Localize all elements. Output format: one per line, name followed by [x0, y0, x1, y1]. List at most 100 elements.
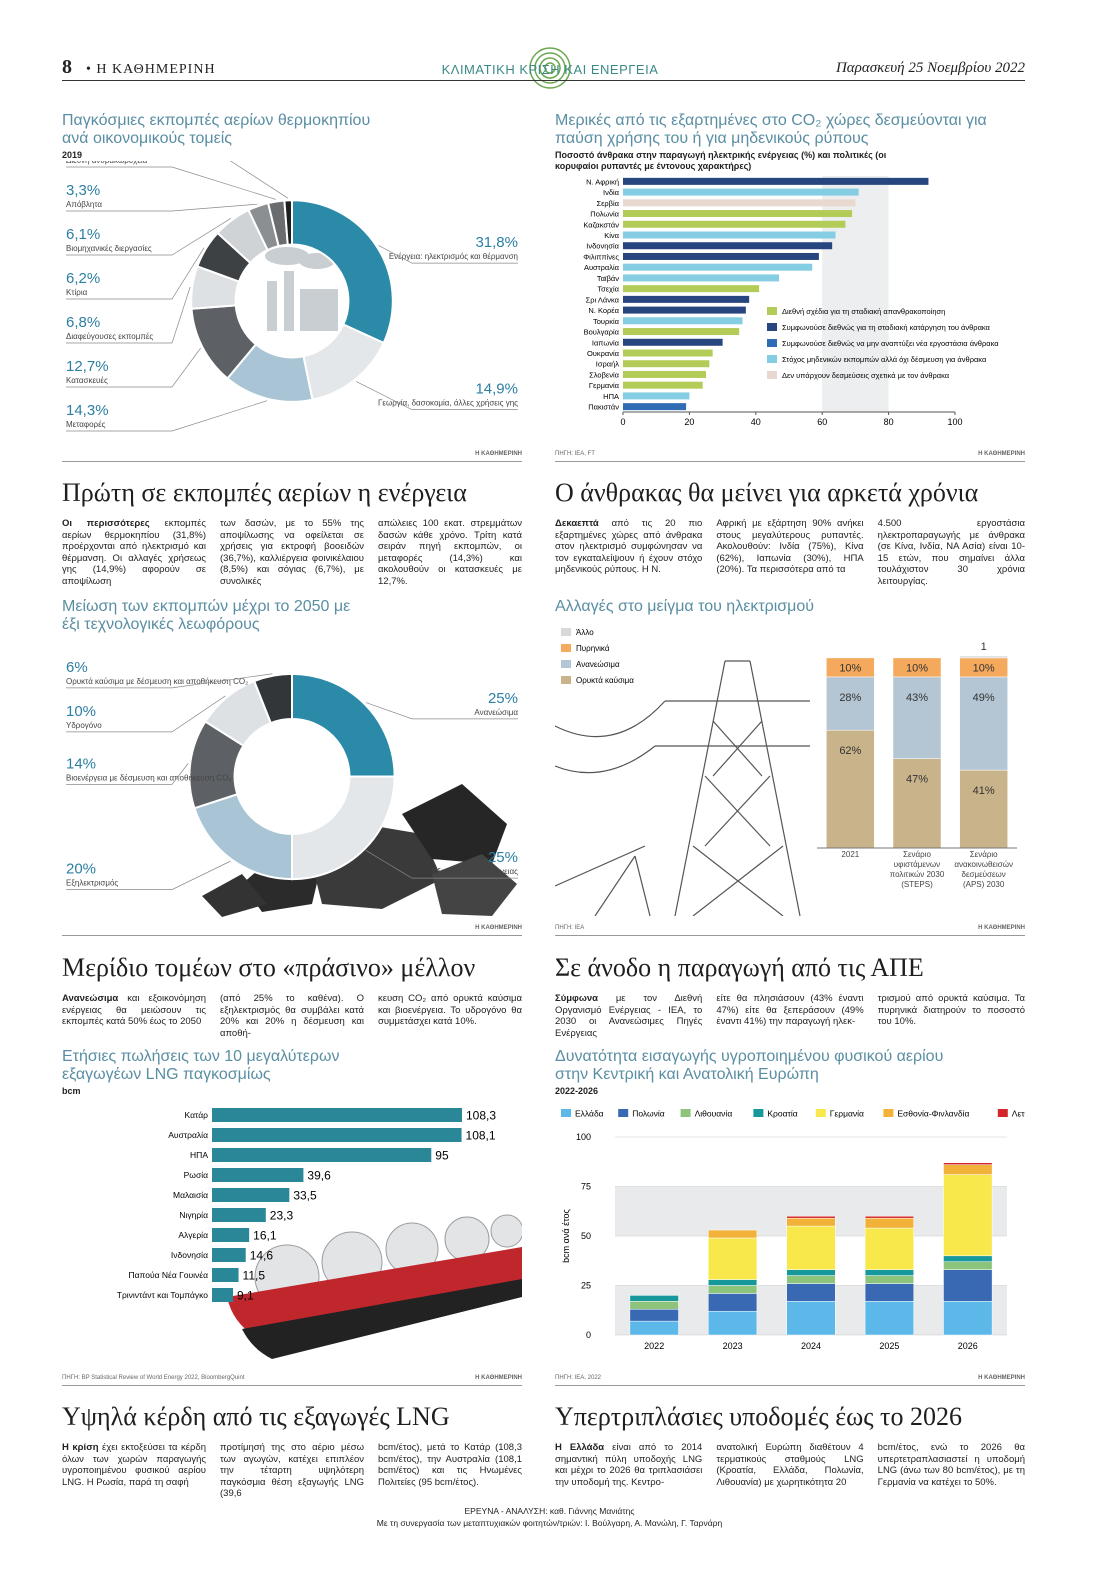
bar-segment: [708, 1279, 758, 1286]
value-label: 33,5: [293, 1189, 317, 1203]
bar-segment: [864, 1217, 914, 1229]
bar-segment: [826, 657, 875, 678]
bar: [212, 1108, 462, 1122]
legend-label: Άλλο: [576, 628, 594, 637]
bar: [623, 210, 853, 218]
text: είναι από το 2014 σημαντική πύλη υποδοχή…: [555, 1442, 703, 1488]
ship-illustration: [227, 1214, 522, 1359]
bar: [623, 392, 690, 400]
chart-panel: Παγκόσμιες εκπομπές αερίων θερμοκηπίου α…: [62, 112, 522, 462]
lead: Η Ελλάδα: [555, 1442, 605, 1453]
leader-line: [66, 286, 191, 344]
value-label: 12,7%: [66, 358, 109, 375]
bar: [623, 285, 760, 293]
column: Σύμφωνα με τον Διεθνή Οργανισμό Ενέργεια…: [555, 993, 702, 1039]
leader-line: [355, 381, 518, 410]
headline: Υπερτριπλάσιες υποδομές έως το 2026: [555, 1402, 962, 1431]
bar: [212, 1248, 246, 1262]
leader-line: [229, 161, 289, 199]
y-tick-label: Αλγερία: [178, 1230, 208, 1240]
x-tick-label: 40: [751, 417, 761, 427]
y-tick-label: Ταϊβάν: [597, 274, 619, 283]
pie-slice: [252, 672, 293, 725]
bar-segment: [943, 1301, 993, 1336]
y-tick-label: 100: [576, 1132, 591, 1142]
value-label: 6,8%: [66, 314, 100, 331]
pie-slice: [291, 672, 396, 778]
credit-row: ΠΗΓΗ: IEA Η ΚΑΘΗΜΕΡΙΝΗ: [555, 925, 1025, 936]
legend-swatch: [767, 355, 777, 363]
bar-segment: [864, 1301, 914, 1336]
lead: Ανανεώσιμα: [62, 993, 119, 1004]
legend-label: Συμφωνούσε διεθνώς για τη σταδιακή κατάρ…: [782, 323, 991, 332]
label-box: Σενάριο υφιστάμενων πολιτικών 2030 (STEP…: [890, 850, 945, 889]
leader-line: [66, 203, 258, 212]
y-tick-label: 50: [581, 1231, 591, 1241]
column: των δασών, με το 55% της αποψίλωσης να ο…: [220, 518, 364, 587]
issue-date: Παρασκευή 25 Νοεμβρίου 2022: [835, 60, 1025, 76]
chart: 31,8%Ενέργεια: ηλεκτρισμός και θέρμανση 1…: [66, 161, 518, 432]
chart-title: Ετήσιες πωλήσεις των 10 μεγαλύτερων εξαγ…: [62, 1048, 340, 1083]
bar: [623, 338, 723, 346]
x-tick-label: 2026: [958, 1341, 978, 1351]
page-number: 8: [62, 56, 72, 78]
pie-slice: [193, 792, 293, 881]
chart-subtitle: bcm: [62, 1086, 81, 1096]
legend-label: Εσθονία-Φινλανδία: [897, 1109, 969, 1119]
y-tick-label: Σρι Λάνκα: [586, 295, 620, 304]
y-tick-label: Ιαπωνία: [592, 338, 620, 347]
text: με τον Διεθνή Οργανισμό Ενέργειας - IEA,…: [555, 993, 703, 1039]
legend-swatch: [561, 676, 571, 684]
bar: [623, 274, 780, 282]
y-tick-label: Ν. Αφρική: [586, 177, 619, 186]
bar: [623, 242, 833, 250]
bar: [212, 1288, 234, 1302]
bar: [212, 1268, 239, 1282]
source: ΠΗΓΗ: IEA, FT: [555, 451, 595, 457]
legend-swatch: [997, 1109, 1008, 1117]
paper-title: Η ΚΑΘΗΜΕΡΙΝΗ: [96, 62, 216, 77]
bar: [623, 231, 836, 239]
column: Η Ελλάδα είναι από το 2014 σημαντική πύλ…: [555, 1442, 702, 1488]
x-tick-label: 0: [620, 417, 625, 427]
bar: [623, 403, 687, 411]
value-label: 41%: [973, 785, 995, 797]
bar-segment: [786, 1217, 836, 1227]
factory-illustration: [265, 247, 338, 331]
value-label: 11,5: [243, 1269, 266, 1283]
chart-panel: Μείωση των εκπομπών μέχρι το 2050 με έξι…: [62, 598, 522, 936]
label-box: Σενάριο ανακοινωθεισών δεσμεύσεων (APS) …: [954, 850, 1013, 889]
article: Σε άνοδο η παραγωγή από τις ΑΠΕ Σύμφωνα …: [555, 953, 1025, 1039]
chart-title: Μερικές από τις εξαρτημένες στο CO₂ χώρε…: [555, 112, 987, 147]
article: Μερίδιο τομέων στο «πράσινο» μέλλον Αναν…: [62, 953, 522, 1039]
x-tick-label: Σενάριο ανακοινωθεισών δεσμεύσεων (APS) …: [954, 850, 1013, 889]
legend-swatch: [561, 1109, 571, 1117]
bar: [623, 199, 856, 207]
y-tick-label: Μαλαισία: [173, 1190, 208, 1200]
paper-name: • Η ΚΑΘΗΜΕΡΙΝΗ: [86, 62, 216, 77]
legend-label: Γερμανία: [830, 1109, 864, 1119]
bar-segment: [786, 1225, 836, 1270]
text: έχει εκτοξεύσει τα κέρδη όλων των χωρών …: [62, 1442, 206, 1488]
bar-segment: [786, 1301, 836, 1336]
column: απώλειες 100 εκατ. στρεμμάτων δασών κάθε…: [378, 518, 522, 587]
chart-title: Μείωση των εκπομπών μέχρι το 2050 με έξι…: [62, 598, 351, 633]
x-tick-label: 2025: [879, 1341, 899, 1351]
category-label: Γεωργία, δασοκομία, άλλες χρήσεις γης: [378, 399, 518, 408]
text: και εξοικονόμηση ενέργειας θα μειώσουν τ…: [62, 993, 206, 1027]
pie-slice: [283, 199, 293, 246]
value-label: 25%: [488, 690, 518, 707]
value-label: 10%: [906, 662, 928, 674]
value-label: 9,1: [237, 1289, 254, 1303]
credit: Η ΚΑΘΗΜΕΡΙΝΗ: [475, 451, 522, 457]
leader-line: [66, 695, 226, 733]
credit: Η ΚΑΘΗΜΕΡΙΝΗ: [978, 451, 1025, 457]
bar: [623, 252, 819, 260]
lead: Δεκαεπτά: [555, 518, 599, 529]
headline: Πρώτη σε εκπομπές αερίων η ενέργεια: [62, 478, 467, 507]
chart: 0 25 50 75 100 bcm ανά έτος 2022 2023 2024 2025 20…: [561, 1109, 1025, 1351]
source: ΠΗΓΗ: BP Statistical Review of World Ene…: [62, 1375, 245, 1381]
value-label: 6,1%: [66, 226, 100, 243]
pie-slice: [291, 199, 394, 345]
value-label: 108,3: [466, 1109, 496, 1123]
